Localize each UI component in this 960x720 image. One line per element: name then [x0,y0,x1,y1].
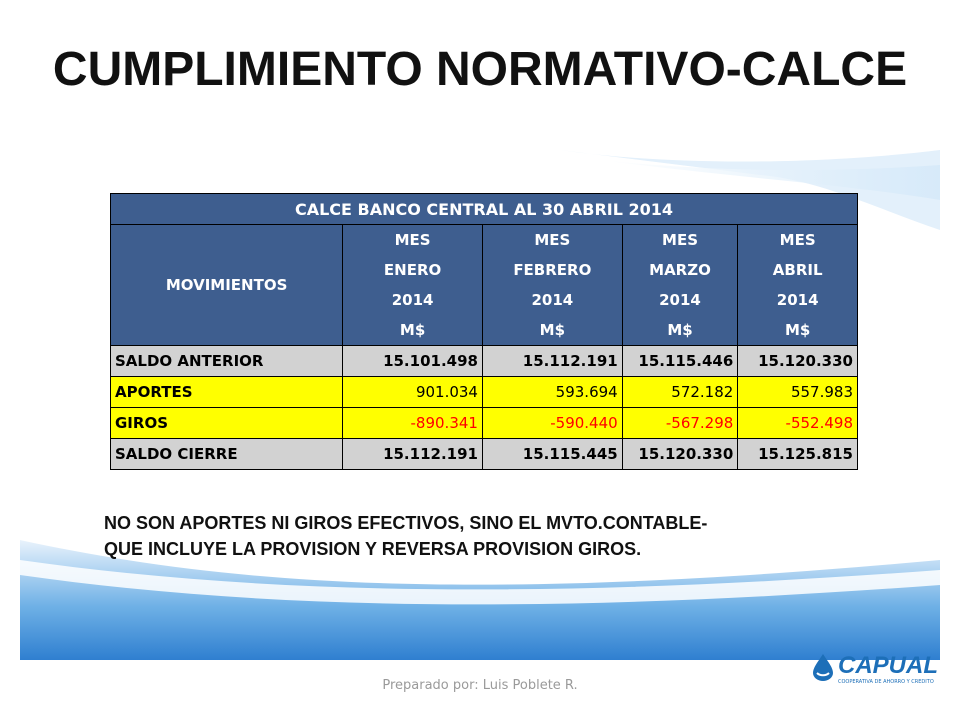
cell-value: 15.112.191 [481,345,623,377]
column-header-line: MARZO [649,261,711,279]
logo-tagline: COOPERATIVA DE AHORRO Y CREDITO [838,679,934,685]
cell-value: 901.034 [342,376,483,408]
capual-logo: CAPUAL COOPERATIVA DE AHORRO Y CREDITO [808,652,938,692]
row-label: SALDO CIERRE [109,438,344,470]
column-header-line: 2014 [531,291,574,309]
footer-credit: Preparado por: Luis Poblete R. [382,678,578,693]
cell-value: 15.115.445 [481,438,623,470]
column-header-line: FEBRERO [513,261,592,279]
table-row-giros: GIROS -890.341 -590.440 -567.298 -552.49… [109,407,858,439]
explanatory-note: NO SON APORTES NI GIROS EFECTIVOS, SINO … [104,510,924,562]
column-header-line: 2014 [776,291,819,309]
calce-table: CALCE BANCO CENTRAL AL 30 ABRIL 2014 MOV… [109,193,858,470]
note-line: NO SON APORTES NI GIROS EFECTIVOS, SINO … [104,513,708,533]
cell-value: 15.112.191 [342,438,483,470]
column-header-line: MES [779,231,816,249]
column-header-abril: MES ABRIL 2014 M$ [737,224,858,346]
cell-value: 572.182 [621,376,739,408]
note-line: QUE INCLUYE LA PROVISION Y REVERSA PROVI… [104,539,642,559]
column-header-line: M$ [539,321,566,339]
table-row-aportes: APORTES 901.034 593.694 572.182 557.983 [109,376,858,408]
column-header-line: ENERO [383,261,442,279]
page-title: CUMPLIMIENTO NORMATIVO-CALCE [52,43,908,96]
column-header-line: MES [394,231,431,249]
row-label: SALDO ANTERIOR [109,345,344,377]
row-label: APORTES [109,376,344,408]
cell-value: 15.115.446 [621,345,739,377]
column-header-line: M$ [399,321,426,339]
column-header-line: 2014 [391,291,434,309]
cell-value: -590.440 [481,407,623,439]
table-row-saldo-anterior: SALDO ANTERIOR 15.101.498 15.112.191 15.… [109,345,858,377]
cell-value: 593.694 [481,376,623,408]
cell-value: 15.125.815 [737,438,858,470]
cell-value: 15.101.498 [342,345,483,377]
row-label: GIROS [109,407,344,439]
cell-value: -552.498 [737,407,858,439]
drop-icon [813,654,833,681]
column-header-line: M$ [667,321,693,339]
cell-value: 15.120.330 [737,345,858,377]
logo-name: CAPUAL [838,652,938,679]
column-header-febrero: MES FEBRERO 2014 M$ [481,224,623,346]
table-row-saldo-cierre: SALDO CIERRE 15.112.191 15.115.445 15.12… [109,438,858,470]
column-header-line: MES [662,231,698,249]
column-header-enero: MES ENERO 2014 M$ [342,224,483,346]
column-header-line: M$ [784,321,811,339]
cell-value: -567.298 [621,407,739,439]
column-header-movimientos: MOVIMIENTOS [109,224,344,346]
table-caption: CALCE BANCO CENTRAL AL 30 ABRIL 2014 [110,193,858,225]
column-header-line: MES [534,231,571,249]
column-header-marzo: MES MARZO 2014 M$ [621,224,739,346]
column-header-line: 2014 [659,291,701,309]
column-header-line: ABRIL [772,261,823,279]
cell-value: 557.983 [737,376,858,408]
cell-value: 15.120.330 [621,438,739,470]
cell-value: -890.341 [342,407,483,439]
